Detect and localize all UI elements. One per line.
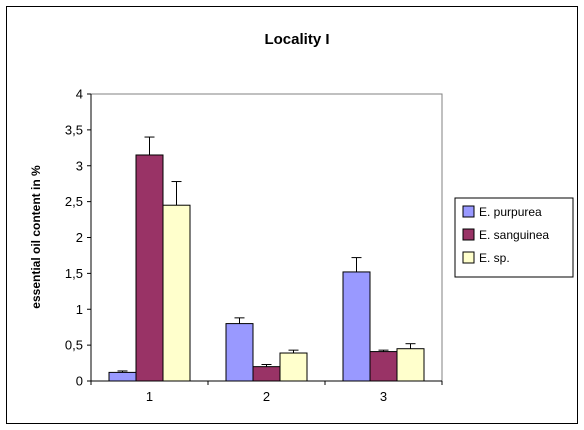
y-tick-label: 1 — [76, 302, 83, 317]
legend-label: E. sp. — [479, 251, 510, 265]
y-axis: 0 0,5 1 1,5 2 2,5 3 3,5 4 — [65, 87, 92, 389]
y-tick-label: 0,5 — [65, 338, 83, 353]
legend-label: E. purpurea — [479, 205, 542, 219]
legend-swatch — [462, 228, 475, 241]
legend-swatch — [462, 205, 475, 218]
bar — [396, 348, 425, 382]
bar — [279, 352, 308, 382]
y-tick-label: 3,5 — [65, 122, 83, 137]
x-tick-label: 3 — [380, 389, 387, 404]
bar — [369, 351, 398, 382]
bar — [108, 371, 137, 382]
x-tick-label: 2 — [263, 389, 270, 404]
bars — [108, 136, 425, 382]
x-axis: 1 2 3 — [90, 380, 443, 404]
x-tick-label: 1 — [146, 389, 153, 404]
y-tick-label: 0 — [76, 374, 83, 389]
chart-title: Locality I — [264, 31, 329, 48]
y-tick-label: 3 — [76, 158, 83, 173]
legend: E. purpurea E. sanguinea E. sp. — [454, 197, 574, 278]
y-axis-label: essential oil content in % — [29, 165, 43, 309]
y-tick-label: 2 — [76, 230, 83, 245]
bar — [342, 271, 371, 382]
bar — [135, 154, 164, 382]
y-tick-label: 4 — [76, 87, 83, 102]
legend-label: E. sanguinea — [479, 228, 549, 242]
bar — [162, 204, 191, 382]
y-tick-label: 1,5 — [65, 266, 83, 281]
y-tick-label: 2,5 — [65, 194, 83, 209]
bar — [252, 366, 281, 382]
bar — [225, 323, 254, 382]
legend-box — [454, 197, 574, 278]
legend-swatch — [462, 251, 475, 264]
